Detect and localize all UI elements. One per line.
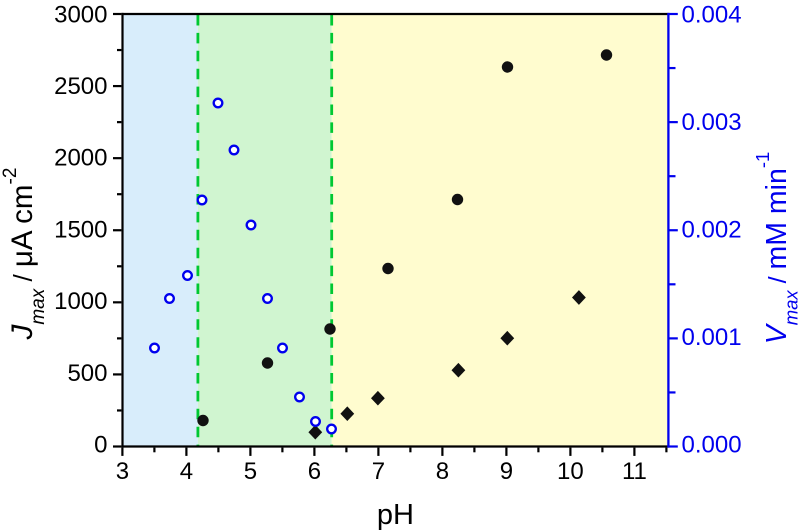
svg-text:1500: 1500 — [54, 216, 107, 243]
svg-text:11: 11 — [622, 458, 647, 485]
svg-text:3000: 3000 — [54, 1, 107, 28]
svg-text:10: 10 — [557, 458, 584, 485]
svg-text:0: 0 — [94, 432, 107, 459]
svg-text:8: 8 — [436, 458, 449, 485]
svg-text:4: 4 — [180, 458, 193, 485]
svg-text:2500: 2500 — [54, 73, 107, 100]
svg-text:6: 6 — [308, 458, 321, 485]
svg-text:7: 7 — [372, 458, 385, 485]
svg-text:5: 5 — [244, 458, 257, 485]
svg-text:0.002: 0.002 — [682, 216, 742, 243]
svg-text:Vmax / mM min-1: Vmax / mM min-1 — [752, 152, 800, 345]
svg-text:2000: 2000 — [54, 145, 107, 172]
svg-text:0.001: 0.001 — [682, 324, 742, 351]
svg-text:0.003: 0.003 — [682, 109, 742, 136]
svg-text:0.000: 0.000 — [682, 432, 742, 459]
svg-text:pH: pH — [377, 499, 414, 531]
svg-text:9: 9 — [500, 458, 513, 485]
svg-text:3: 3 — [116, 458, 129, 485]
svg-text:0.004: 0.004 — [682, 1, 742, 28]
svg-text:1000: 1000 — [54, 288, 107, 315]
svg-text:500: 500 — [67, 360, 107, 387]
svg-text:Jmax / μA cm-2: Jmax / μA cm-2 — [0, 168, 49, 341]
